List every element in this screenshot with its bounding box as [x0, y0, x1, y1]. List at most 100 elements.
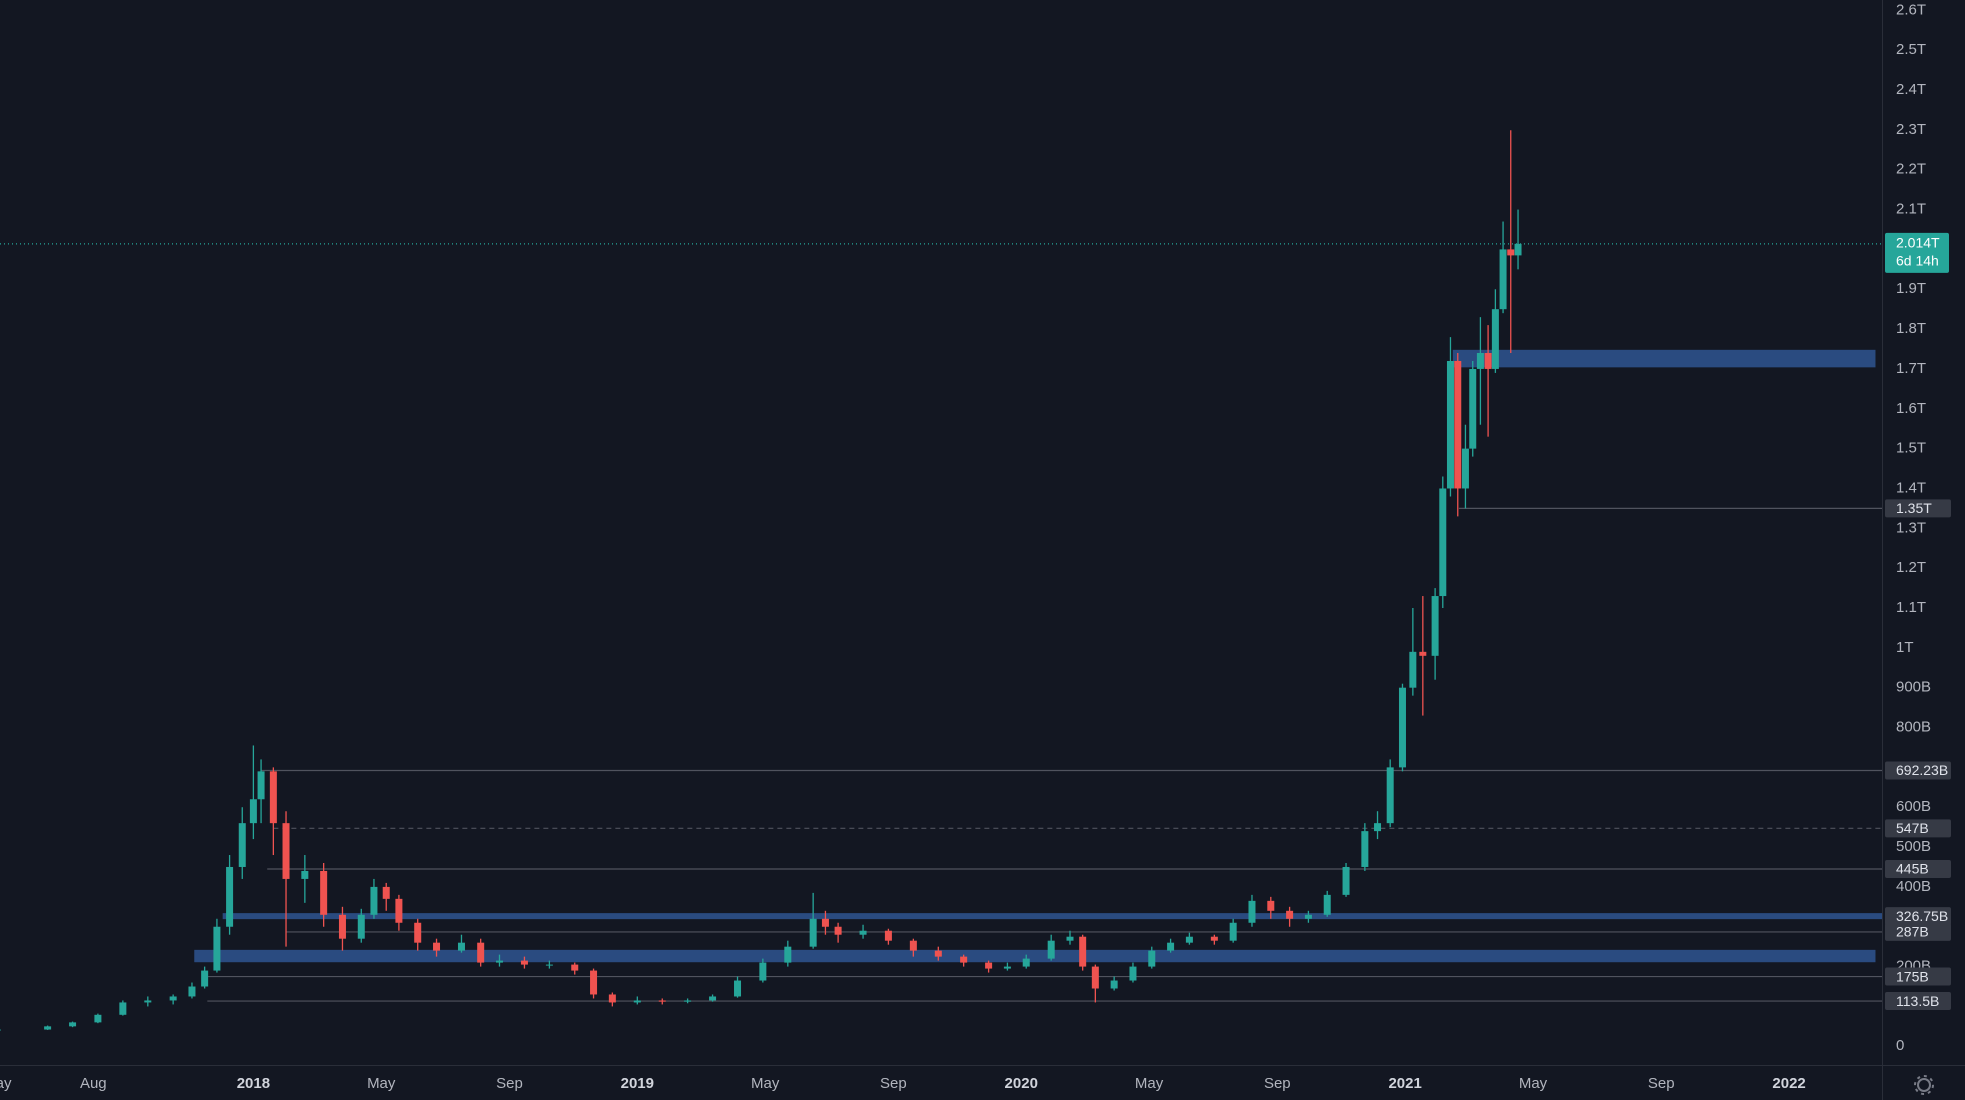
x-tick-label: May	[0, 1075, 12, 1092]
y-tick-label: 2.1T	[1896, 201, 1926, 218]
candle-body	[1499, 249, 1507, 310]
price-tag-label: 326.75B	[1896, 908, 1948, 924]
x-tick-label: Sep	[496, 1075, 523, 1092]
y-tick-label: 1.5T	[1896, 440, 1926, 457]
y-tick-label: 1.7T	[1896, 360, 1926, 377]
candle-body	[1431, 596, 1439, 656]
x-tick-label: 2019	[621, 1075, 654, 1092]
price-tag-label: 113.5B	[1896, 993, 1939, 1009]
candle-body	[1148, 950, 1156, 967]
candle-body	[859, 930, 867, 935]
candle-body	[1484, 353, 1492, 369]
price-tag-label: 445B	[1896, 861, 1929, 877]
candle-body	[226, 866, 234, 927]
candle-body	[1079, 936, 1087, 967]
y-tick-label: 1.9T	[1896, 280, 1926, 297]
candle-body	[213, 926, 221, 971]
gear-teeth[interactable]	[1914, 1075, 1934, 1095]
y-tick-label: 400B	[1896, 878, 1931, 895]
candle-body	[1507, 249, 1515, 256]
candle-body	[382, 886, 390, 899]
candle-body	[238, 823, 246, 867]
price-tag-label: 1.35T	[1896, 500, 1932, 516]
candle-body	[269, 771, 277, 824]
price-tag-label: 547B	[1896, 820, 1929, 836]
candle-body	[301, 870, 309, 879]
candle-body	[395, 898, 403, 923]
x-tick-label: 2022	[1772, 1075, 1805, 1092]
x-tick-label: May	[1519, 1075, 1548, 1092]
price-tag	[1885, 859, 1951, 878]
candle-body	[414, 922, 422, 943]
candle-body	[909, 940, 917, 951]
candle-body	[1091, 966, 1099, 989]
y-tick-label: 500B	[1896, 838, 1931, 855]
y-tick-label: 1.4T	[1896, 479, 1926, 496]
candle-body	[0, 1029, 1, 1031]
candle-body	[1461, 448, 1469, 489]
price-tag-label: 175B	[1896, 968, 1929, 984]
candle-body	[188, 986, 196, 997]
x-tick-label: May	[367, 1075, 396, 1092]
candle-body	[1386, 767, 1394, 824]
candle-body	[1022, 958, 1030, 967]
candle-body	[257, 771, 265, 800]
y-tick-label: 2.4T	[1896, 81, 1926, 98]
price-tag	[1885, 761, 1951, 780]
candle-body	[282, 823, 290, 879]
candle-body	[1342, 866, 1350, 895]
candle-body	[144, 1000, 152, 1003]
candle-body	[1514, 243, 1522, 256]
candle-body	[1248, 900, 1256, 923]
x-tick-label: May	[751, 1075, 780, 1092]
candle-body	[1304, 914, 1312, 919]
candle-body	[477, 942, 485, 963]
candle-body	[684, 1000, 692, 1002]
y-tick-label: 1.3T	[1896, 519, 1926, 536]
candle-body	[249, 799, 257, 824]
candle-body	[884, 930, 892, 941]
candle-body	[1210, 936, 1218, 941]
x-tick-label: 2020	[1005, 1075, 1038, 1092]
countdown: 6d 14h	[1896, 253, 1939, 269]
y-tick-label: 2.2T	[1896, 161, 1926, 178]
y-tick-label: 1T	[1896, 639, 1914, 656]
candle-body	[94, 1014, 102, 1023]
candle-body	[1066, 936, 1074, 941]
candle-body	[821, 918, 829, 927]
candle-body	[1167, 942, 1175, 951]
candle-body	[1491, 309, 1499, 369]
y-tick-label: 600B	[1896, 798, 1931, 815]
candle-body	[809, 918, 817, 947]
candle-body	[370, 886, 378, 915]
y-tick-label: 2.3T	[1896, 121, 1926, 138]
candle-body	[201, 970, 209, 987]
candle-body	[69, 1022, 77, 1027]
candle-body	[1129, 966, 1137, 981]
price-tag	[1885, 992, 1951, 1011]
settings-icon[interactable]	[1914, 1075, 1934, 1095]
candle-body	[1476, 353, 1484, 369]
candle-body	[934, 950, 942, 957]
y-tick-label: 1.6T	[1896, 400, 1926, 417]
candle-body	[495, 960, 503, 963]
price-tag	[1885, 499, 1951, 518]
candle-body	[1229, 922, 1237, 941]
candle-body	[1047, 940, 1055, 959]
candle-body	[1323, 894, 1331, 915]
x-tick-label: Sep	[1264, 1075, 1291, 1092]
candle-body	[709, 996, 717, 1001]
y-tick-label: 1.2T	[1896, 559, 1926, 576]
candle-body	[1409, 651, 1417, 688]
last-price-label: 2.014T	[1896, 235, 1940, 251]
gear[interactable]	[1917, 1078, 1931, 1092]
candle-body	[433, 942, 441, 951]
y-tick-label: 0	[1896, 1037, 1904, 1054]
price-tag-label: 287B	[1896, 924, 1929, 940]
candle-body	[658, 1000, 666, 1002]
plot-area	[0, 130, 1882, 1031]
candle-body	[1286, 910, 1294, 919]
